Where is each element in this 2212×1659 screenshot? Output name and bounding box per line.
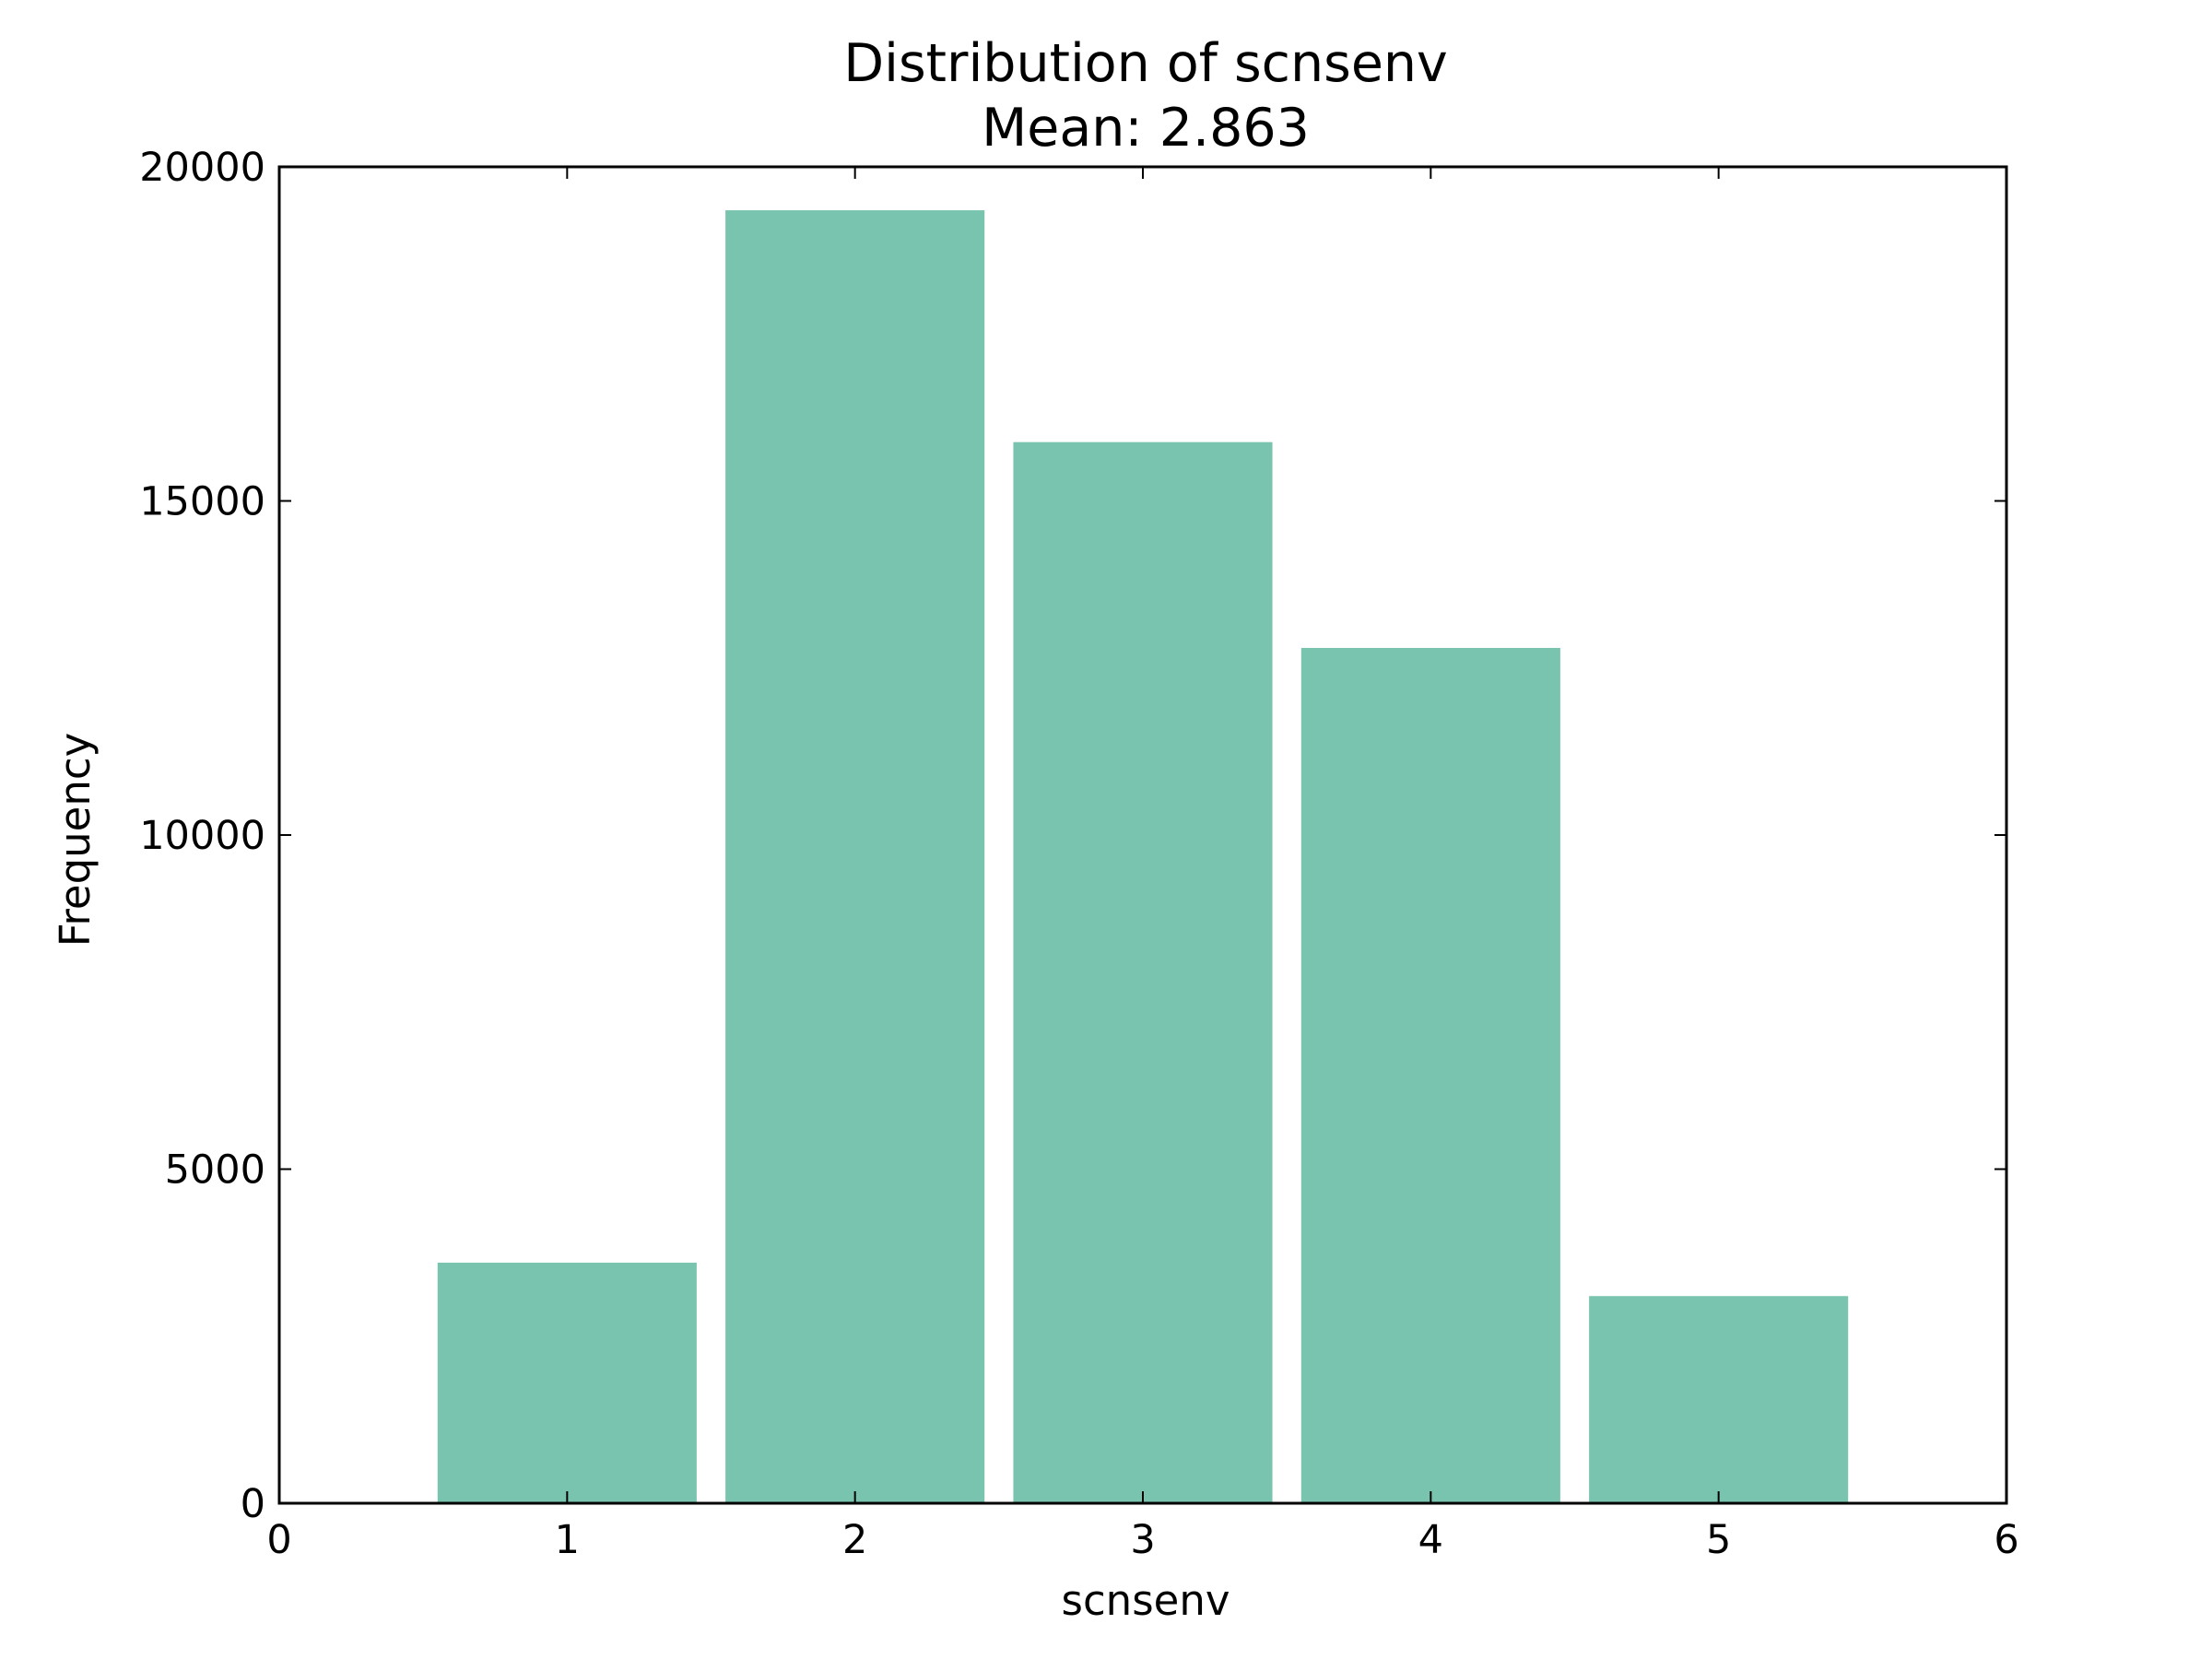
bar-5 — [1589, 1296, 1849, 1503]
x-tick-label-6: 6 — [1994, 1517, 2018, 1563]
bar-2 — [725, 210, 985, 1503]
x-tick-label-3: 3 — [1130, 1517, 1155, 1563]
y-tick-label-5000: 5000 — [165, 1147, 265, 1194]
bar-3 — [1013, 441, 1273, 1504]
y-tick-label-10000: 10000 — [139, 813, 265, 859]
bars-layer — [437, 210, 1849, 1504]
y-tick-label-0: 0 — [241, 1481, 265, 1527]
y-tick-label-20000: 20000 — [139, 145, 265, 191]
x-tick-label-5: 5 — [1706, 1517, 1731, 1563]
tick-labels-layer: 0 1 2 3 4 5 6 0 5000 10000 15000 20000 — [139, 145, 2018, 1563]
y-axis-label: Frequency — [51, 733, 100, 947]
plot-area-frame — [277, 165, 2008, 1505]
x-axis-label: scnsenv — [1062, 1576, 1230, 1625]
bar-4 — [1300, 648, 1560, 1503]
x-tick-label-4: 4 — [1418, 1517, 1443, 1563]
y-tick-label-15000: 15000 — [139, 479, 265, 525]
chart-title: Distribution of scnsenv — [843, 33, 1448, 94]
x-tick-label-1: 1 — [555, 1517, 580, 1563]
x-tick-label-2: 2 — [842, 1517, 867, 1563]
x-tick-label-0: 0 — [266, 1517, 291, 1563]
bar-1 — [437, 1263, 697, 1503]
chart-subtitle: Mean: 2.863 — [982, 98, 1310, 159]
